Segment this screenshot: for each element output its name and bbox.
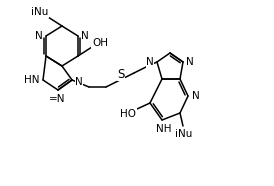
Text: HN: HN bbox=[24, 75, 40, 85]
Text: iNu: iNu bbox=[175, 129, 193, 139]
Text: N: N bbox=[35, 31, 43, 41]
Text: OH: OH bbox=[92, 38, 108, 48]
Text: N: N bbox=[81, 31, 89, 41]
Text: NH: NH bbox=[156, 124, 172, 134]
Text: N: N bbox=[146, 57, 154, 67]
Text: iNu: iNu bbox=[31, 7, 49, 17]
Text: HO: HO bbox=[120, 109, 136, 119]
Text: N: N bbox=[192, 91, 200, 101]
Text: N: N bbox=[75, 77, 83, 87]
Text: N: N bbox=[186, 57, 194, 67]
Text: =N: =N bbox=[49, 94, 65, 104]
Text: S: S bbox=[117, 68, 125, 81]
